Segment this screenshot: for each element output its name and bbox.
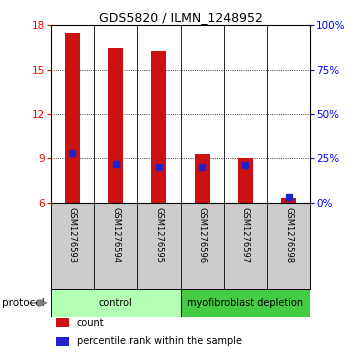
Bar [151,50,166,203]
Bar [56,318,69,327]
Text: GSM1276596: GSM1276596 [198,207,206,263]
Text: GSM1276597: GSM1276597 [241,207,250,263]
Title: GDS5820 / ILMN_1248952: GDS5820 / ILMN_1248952 [99,11,262,24]
Bar [65,33,80,203]
Text: count: count [77,318,104,328]
Bar [238,158,253,203]
Text: ▶: ▶ [38,298,47,308]
Bar [195,154,210,203]
Text: protocol: protocol [2,298,44,308]
Text: percentile rank within the sample: percentile rank within the sample [77,337,242,346]
Text: myofibroblast depletion: myofibroblast depletion [187,298,304,308]
Bar [51,289,180,317]
Text: control: control [99,298,132,308]
Text: GSM1276598: GSM1276598 [284,207,293,263]
Text: GSM1276593: GSM1276593 [68,207,77,263]
Bar [108,48,123,203]
Bar [56,337,69,346]
Bar [180,289,310,317]
Bar [281,198,296,203]
Text: GSM1276595: GSM1276595 [155,207,163,263]
Text: GSM1276594: GSM1276594 [111,207,120,263]
